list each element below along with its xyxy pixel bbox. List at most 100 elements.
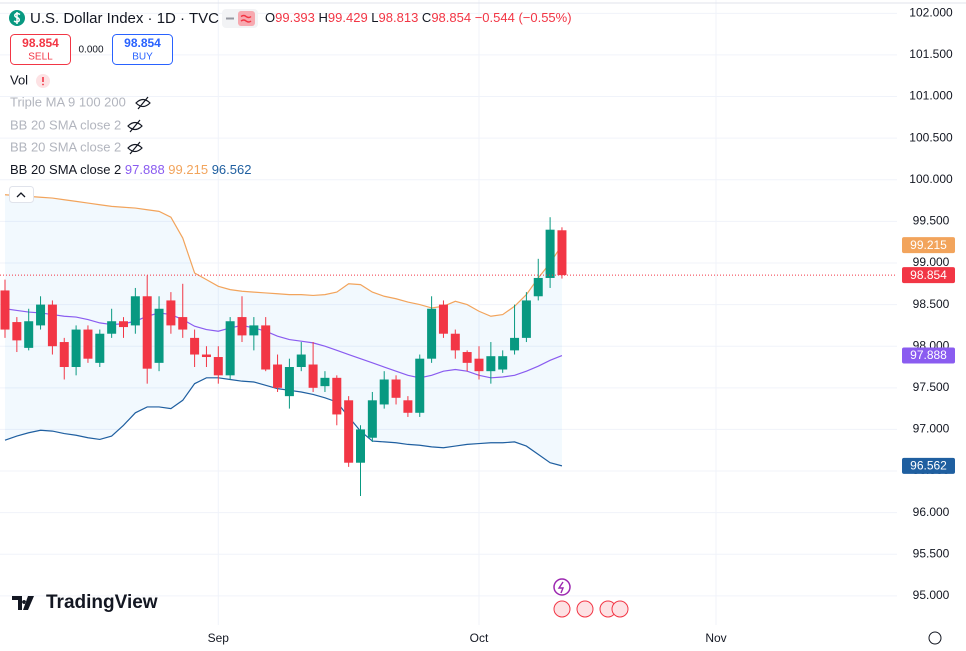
price-badge-label: 98.854 <box>910 268 947 282</box>
indicator-value: 99.215 <box>168 162 208 177</box>
y-tick-label: 96.000 <box>913 505 950 519</box>
candle-body <box>474 358 484 372</box>
candle-body <box>486 356 496 372</box>
y-tick-label: 95.000 <box>913 588 950 602</box>
indicator-bb[interactable]: BB 20 SMA close 2 97.888 99.215 96.562 <box>10 162 251 177</box>
indicator-hidden[interactable]: Triple MA 9 100 200 <box>10 94 126 109</box>
candle-body <box>427 308 437 359</box>
y-tick-label: 95.500 <box>913 546 950 560</box>
candle-body <box>0 290 10 330</box>
brand-logo <box>12 596 34 610</box>
buy-button[interactable] <box>112 34 173 65</box>
indicator-hidden[interactable]: BB 20 SMA close 2 <box>10 139 121 154</box>
price-badge <box>902 457 955 474</box>
warning-icon-glyph <box>42 83 44 86</box>
economic-events <box>553 600 629 618</box>
status-icon-bg <box>238 11 255 26</box>
candle-body <box>284 367 294 397</box>
ohlc-value: 99.429 <box>328 10 368 25</box>
candle-body <box>178 317 188 330</box>
change: −0.544 (−0.55%) <box>475 10 572 25</box>
candle-body <box>249 325 259 336</box>
x-tick-label: Sep <box>208 631 230 645</box>
candle-body <box>119 321 128 328</box>
event-flag[interactable] <box>611 600 629 618</box>
x-tick-label: Nov <box>705 631 726 645</box>
eye-off-icon[interactable] <box>127 119 143 133</box>
ohlc-key: L <box>371 10 378 25</box>
candle-body <box>296 354 306 368</box>
ohlc-line: O99.393 H99.429 L98.813 C98.854 −0.544 (… <box>265 10 572 25</box>
sell-button[interactable] <box>10 34 71 65</box>
indicator-hidden[interactable]: BB 20 SMA close 2 <box>10 117 121 132</box>
candle-body <box>367 400 377 438</box>
y-tick-label: 97.500 <box>913 380 950 394</box>
candle-body <box>36 304 46 326</box>
price-axis: 95.00095.50096.00096.50097.00097.50098.0… <box>208 5 955 645</box>
ohlc-value: 99.393 <box>275 10 315 25</box>
candle-body <box>237 317 247 336</box>
candle-body <box>24 321 34 348</box>
status-icon-glyph <box>240 14 252 23</box>
candle-body <box>533 277 543 297</box>
candle-body <box>462 352 472 363</box>
price-badge <box>902 267 955 284</box>
candle-body <box>12 322 22 341</box>
eye-off-icons <box>127 96 151 155</box>
indicator-name: BB 20 SMA close 2 <box>10 162 121 177</box>
candles <box>0 217 897 497</box>
candle-body <box>190 337 200 355</box>
price-badge-label: 96.562 <box>910 459 947 473</box>
candle-body <box>130 296 140 326</box>
symbol-icon-glyph <box>13 12 21 24</box>
band-line <box>4 308 563 379</box>
candle-body <box>403 400 413 413</box>
ohlc-key: O <box>265 10 275 25</box>
event-flag[interactable] <box>553 600 571 618</box>
price-badge <box>902 347 955 364</box>
event-icon[interactable] <box>553 578 571 596</box>
candle-body <box>261 325 271 370</box>
settings-icon[interactable] <box>928 631 942 645</box>
candle-body <box>379 379 389 405</box>
y-tick-label: 99.500 <box>913 214 950 228</box>
candle-body <box>498 356 508 370</box>
candle-body <box>83 329 93 359</box>
price-badge-label: 99.215 <box>910 238 947 252</box>
collapse-icon <box>16 192 26 198</box>
event-flag[interactable] <box>576 600 594 618</box>
candle-body <box>47 304 57 347</box>
candle-body <box>450 333 460 351</box>
candle-body <box>557 230 567 276</box>
indicator-value: 96.562 <box>212 162 252 177</box>
x-tick-label: Oct <box>470 631 489 645</box>
candle-body <box>332 377 342 415</box>
candle-body <box>510 337 520 351</box>
brand-name[interactable]: TradingView <box>46 592 158 613</box>
y-tick-label: 102.000 <box>909 5 953 19</box>
y-tick-label: 101.000 <box>909 89 953 103</box>
y-tick-label: 99.000 <box>913 255 950 269</box>
sell-label: SELL <box>28 52 53 63</box>
candle-body <box>391 379 401 398</box>
band-line <box>4 194 563 317</box>
sell-price: 98.854 <box>22 36 59 50</box>
candle-body <box>71 329 81 368</box>
ohlc-key: C <box>422 10 431 25</box>
candle-body <box>142 296 152 369</box>
y-tick-label: 97.000 <box>913 422 950 436</box>
candle-body <box>320 377 330 387</box>
band-line <box>4 377 563 467</box>
indicator-value: 97.888 <box>125 162 165 177</box>
ohlc-value: 98.813 <box>379 10 419 25</box>
indicator-vol[interactable]: Vol <box>10 72 28 87</box>
y-tick-label: 101.500 <box>909 47 953 61</box>
eye-off-icon[interactable] <box>127 141 143 155</box>
candle-body <box>521 300 531 338</box>
collapse-button[interactable] <box>9 186 34 203</box>
candle-body <box>415 358 425 413</box>
eye-off-icon[interactable] <box>135 96 151 110</box>
candle-body <box>59 342 69 368</box>
